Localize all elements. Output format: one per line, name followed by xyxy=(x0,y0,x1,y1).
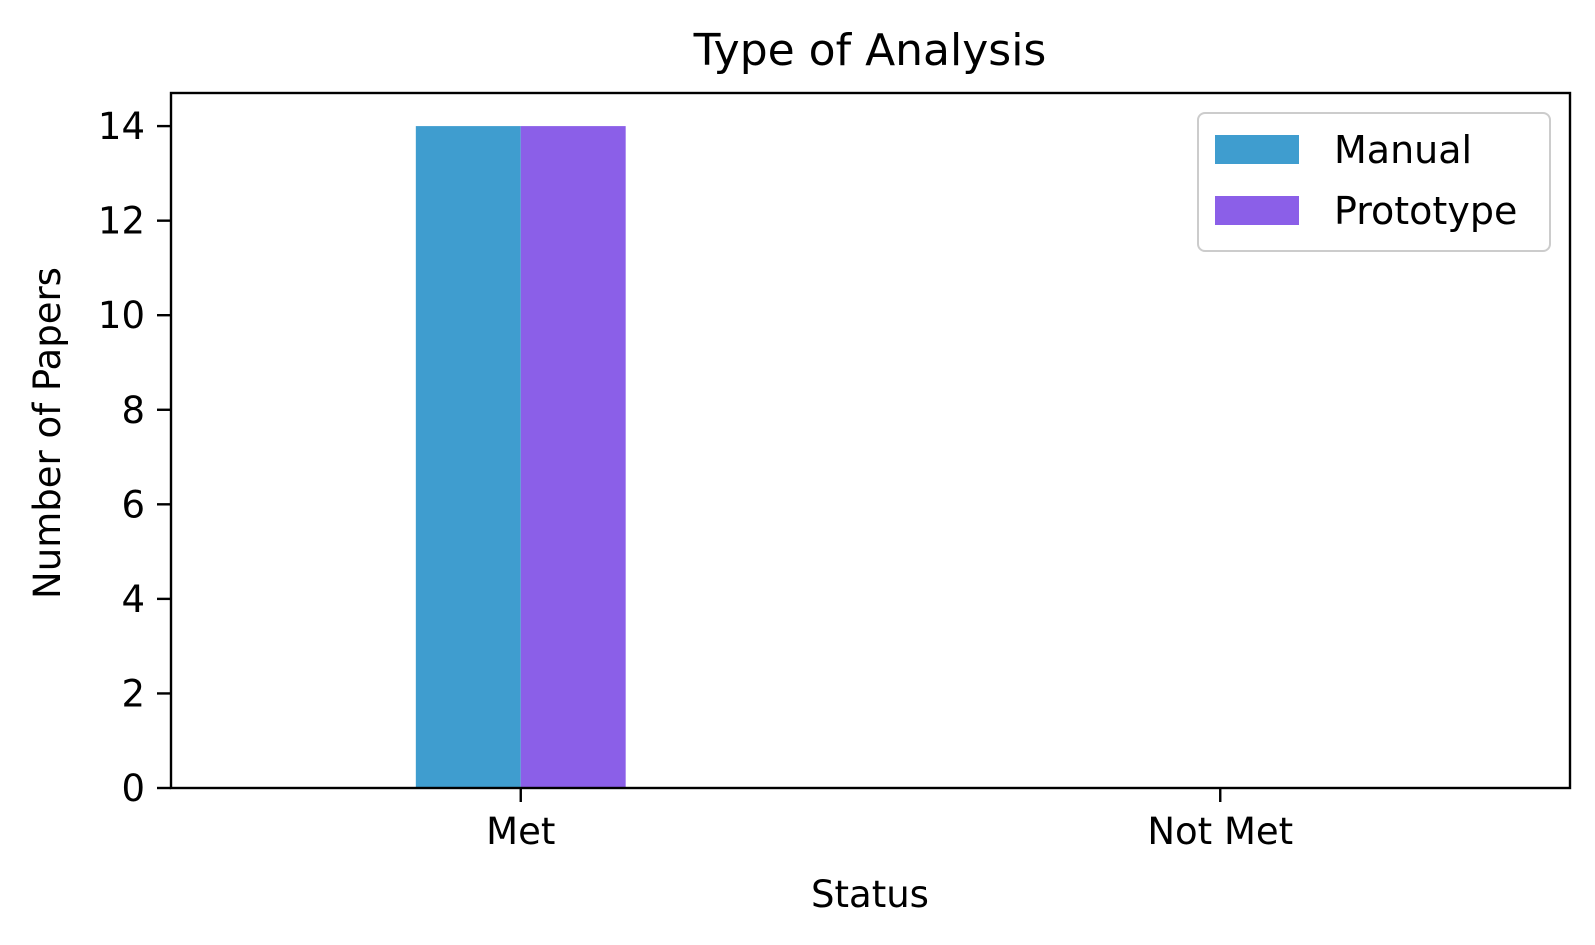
y-tick-label: 8 xyxy=(121,389,145,432)
x-axis-label: Status xyxy=(811,873,929,916)
bar-prototype-met xyxy=(520,126,626,789)
y-tick-label: 10 xyxy=(98,294,145,337)
y-tick-label: 12 xyxy=(98,200,145,243)
x-axis-ticks: Met Not Met xyxy=(486,788,1293,853)
legend-label-prototype: Prototype xyxy=(1334,189,1517,233)
x-tick-label: Not Met xyxy=(1147,810,1293,853)
x-tick-label: Met xyxy=(486,810,555,853)
legend-swatch-manual xyxy=(1215,135,1299,164)
y-tick-label: 4 xyxy=(121,578,145,621)
y-axis-ticks: 0 2 4 6 8 10 12 14 xyxy=(98,105,171,810)
chart-title: Type of Analysis xyxy=(693,25,1047,76)
y-axis-label: Number of Papers xyxy=(26,267,69,599)
y-tick-label: 14 xyxy=(98,105,145,148)
y-tick-label: 6 xyxy=(121,483,145,526)
legend-label-manual: Manual xyxy=(1334,128,1472,172)
bar-manual-met xyxy=(415,126,521,789)
legend-swatch-prototype xyxy=(1215,196,1299,225)
bars-layer xyxy=(415,126,626,789)
y-tick-label: 0 xyxy=(121,767,145,810)
y-tick-label: 2 xyxy=(121,672,145,715)
plot-frame xyxy=(169,91,1572,790)
legend: Manual Prototype xyxy=(1197,112,1551,252)
